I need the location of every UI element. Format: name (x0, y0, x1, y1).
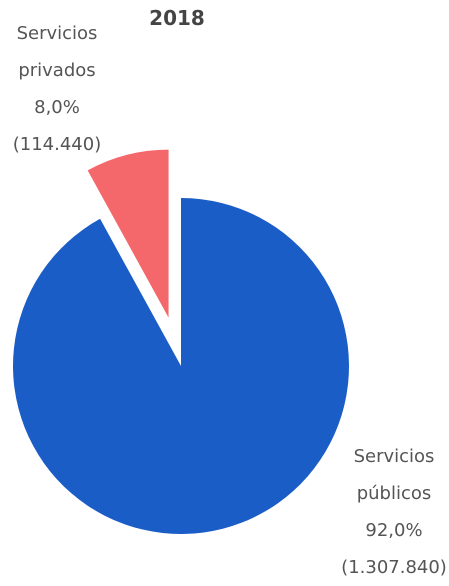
value-label: 92,0% (365, 520, 423, 541)
slice-label: Servicios privados 8,0% (114.440) (2, 15, 112, 163)
category-label: Servicios públicos (353, 446, 435, 504)
pie-slice (12, 198, 350, 534)
page: {"chart_data": {"type": "pie", "title": … (2, 6, 447, 578)
category-label: Servicios privados (16, 23, 98, 81)
count-label: (114.440) (12, 134, 102, 155)
chart (12, 149, 350, 534)
value-label: 8,0% (34, 97, 80, 118)
chart-title: 2018 (149, 6, 205, 30)
count-label: (1.307.840) (341, 557, 447, 578)
slice-label: Servicios públicos 92,0% (1.307.840) (339, 438, 449, 586)
pie-slice (87, 149, 169, 318)
